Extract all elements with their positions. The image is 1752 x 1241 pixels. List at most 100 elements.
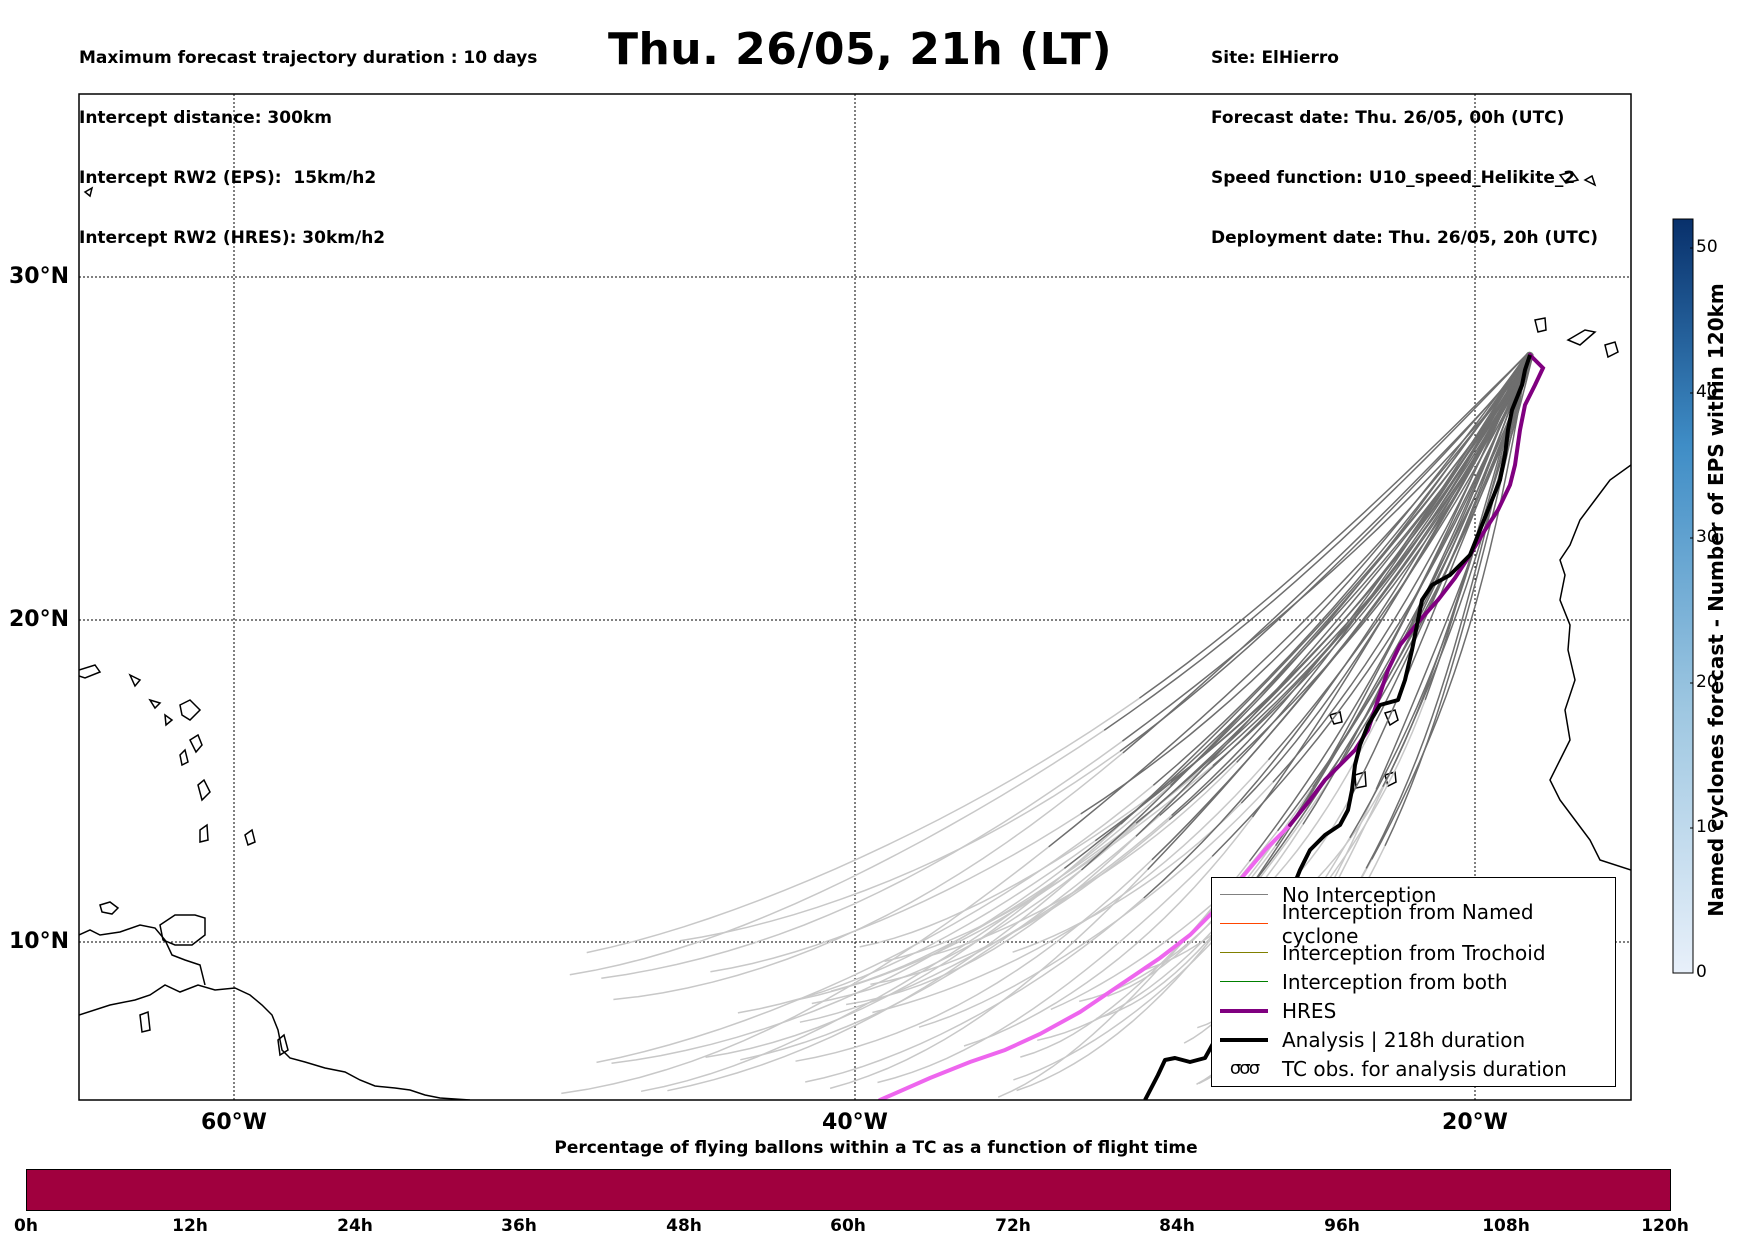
eps-trajectory-segment bbox=[1138, 351, 1530, 699]
island bbox=[277, 1033, 289, 1057]
eps-trajectory-segment bbox=[1254, 356, 1534, 882]
legend-item-trochoid: Interception from Trochoid bbox=[1220, 938, 1546, 967]
eps-trajectory-segment bbox=[601, 740, 1123, 980]
timebar-tick-label: 48h bbox=[666, 1216, 702, 1236]
timebar-tick-label: 24h bbox=[337, 1216, 373, 1236]
legend-item-analysis: Analysis | 218h duration bbox=[1220, 1025, 1525, 1054]
eps-trajectory-segment bbox=[611, 867, 1065, 1065]
island bbox=[128, 673, 142, 688]
timebar-tick-label: 108h bbox=[1482, 1216, 1530, 1236]
venezuela-coast bbox=[79, 924, 206, 986]
island bbox=[179, 699, 202, 721]
legend-label: Interception from Named cyclone bbox=[1281, 899, 1534, 948]
eps-trajectory-segment bbox=[859, 780, 1172, 948]
eps-trajectory-segment bbox=[997, 860, 1250, 1098]
eps-trajectory-segment bbox=[1103, 353, 1528, 731]
eps-trajectory-segment bbox=[1081, 355, 1534, 871]
timebar-title: Percentage of flying ballons within a TC… bbox=[554, 1138, 1198, 1158]
cape-verde-island bbox=[1354, 771, 1367, 789]
eps-trajectory-segment bbox=[811, 806, 1157, 1005]
header-right-line: Site: ElHierro bbox=[1211, 48, 1339, 68]
island bbox=[179, 748, 189, 767]
eps-trajectory-segment bbox=[586, 697, 1140, 954]
eps-trajectory-segment bbox=[845, 835, 1137, 1006]
island bbox=[148, 698, 162, 710]
island bbox=[1583, 174, 1597, 187]
island bbox=[139, 1010, 151, 1033]
colorbar-tick-label: 30 bbox=[1696, 527, 1718, 547]
header-left-line: Intercept distance: 300km bbox=[79, 108, 332, 128]
legend-label: Interception from Trochoid bbox=[1282, 940, 1546, 965]
south-america-coast bbox=[79, 984, 471, 1100]
legend-item-both: Interception from both bbox=[1220, 967, 1508, 996]
legend-item-hres: HRES bbox=[1220, 996, 1336, 1025]
lon-label-20w: 20°W bbox=[1442, 1110, 1508, 1135]
eps-trajectory-segment bbox=[596, 784, 1154, 1064]
eps-trajectory-segment bbox=[561, 846, 1050, 1095]
header-right-line: Speed function: U10_speed_Helikite_2 bbox=[1211, 168, 1576, 188]
island bbox=[79, 664, 102, 679]
legend-item-named-cyclone: Interception from Named cyclone bbox=[1220, 900, 1615, 948]
legend-swatch bbox=[1220, 1008, 1268, 1013]
colorbar-tick-label: 20 bbox=[1696, 672, 1718, 692]
island bbox=[1558, 171, 1580, 184]
island bbox=[189, 733, 203, 754]
eps-trajectory-segment bbox=[799, 814, 1173, 1023]
eps-trajectory-segment bbox=[1135, 357, 1532, 837]
eps-trajectory-segment bbox=[640, 785, 1171, 1093]
eps-trajectory-segment bbox=[1371, 356, 1529, 860]
legend-swatch bbox=[1220, 952, 1268, 953]
header-left-line: Intercept RW2 (EPS): 15km/h2 bbox=[79, 168, 377, 188]
eps-trajectory-segment bbox=[705, 823, 1122, 1059]
eps-trajectory-segment bbox=[710, 813, 1082, 973]
legend-label: TC obs. for analysis duration bbox=[1282, 1056, 1567, 1081]
eps-trajectory-segment bbox=[1080, 352, 1529, 815]
eps-trajectory-segment bbox=[667, 869, 1082, 1092]
timebar-tick-label: 120h bbox=[1641, 1216, 1689, 1236]
island bbox=[1604, 341, 1619, 359]
eps-trajectory-segment bbox=[1211, 356, 1529, 857]
eps-trajectory-segment bbox=[805, 897, 1145, 1083]
africa-coast bbox=[1549, 464, 1631, 871]
lon-label-40w: 40°W bbox=[822, 1110, 888, 1135]
island bbox=[1534, 317, 1547, 333]
lat-label-10n: 10°N bbox=[9, 929, 70, 954]
legend-label: Interception from both bbox=[1282, 969, 1508, 994]
legend-label: Analysis | 218h duration bbox=[1282, 1027, 1526, 1052]
trinidad-coast bbox=[159, 914, 206, 946]
eps-trajectory-segment bbox=[829, 869, 1149, 1090]
eps-trajectory-segment bbox=[797, 822, 1137, 1001]
legend-swatch bbox=[1220, 894, 1268, 895]
island bbox=[99, 901, 120, 915]
colorbar bbox=[1672, 218, 1694, 974]
island bbox=[83, 186, 94, 198]
colorbar-tick-label: 40 bbox=[1696, 382, 1718, 402]
timebar-tick-label: 72h bbox=[995, 1216, 1031, 1236]
legend-swatch bbox=[1220, 923, 1268, 924]
eps-trajectory-segment bbox=[963, 816, 1254, 1047]
eps-trajectory-segment bbox=[1248, 354, 1528, 862]
timebar-tick-label: 84h bbox=[1159, 1216, 1195, 1236]
eps-trajectory-segment bbox=[1012, 802, 1242, 953]
eps-trajectories-light bbox=[561, 697, 1426, 1098]
main-title: Thu. 26/05, 21h (LT) bbox=[607, 24, 1113, 75]
map-frame bbox=[78, 93, 1632, 1101]
timebar-tick-label: 12h bbox=[172, 1216, 208, 1236]
eps-trajectory-segment bbox=[613, 752, 1124, 1001]
hres-trajectory-early bbox=[1288, 353, 1546, 827]
eps-trajectory-segment bbox=[1048, 357, 1531, 848]
eps-trajectory-segment bbox=[795, 859, 1153, 1062]
header-right-info: Site: ElHierro Forecast date: Thu. 26/05… bbox=[1211, 8, 1598, 268]
island bbox=[199, 823, 209, 843]
lat-label-30n: 30°N bbox=[9, 264, 70, 289]
cape-verde-island bbox=[1384, 771, 1397, 788]
eps-trajectory-segment bbox=[918, 781, 1274, 1028]
island bbox=[197, 778, 211, 802]
colorbar-label: Named cyclones forecast - Number of EPS … bbox=[1704, 283, 1728, 917]
eps-trajectory-segment bbox=[1277, 355, 1528, 832]
legend-item-no-interception: No Interception bbox=[1220, 880, 1436, 909]
eps-trajectory-segment bbox=[569, 729, 1105, 976]
timebar bbox=[26, 1169, 1671, 1211]
map-legend: No Interception Interception from Named … bbox=[1211, 877, 1616, 1087]
eps-trajectory-segment bbox=[872, 759, 1270, 1014]
